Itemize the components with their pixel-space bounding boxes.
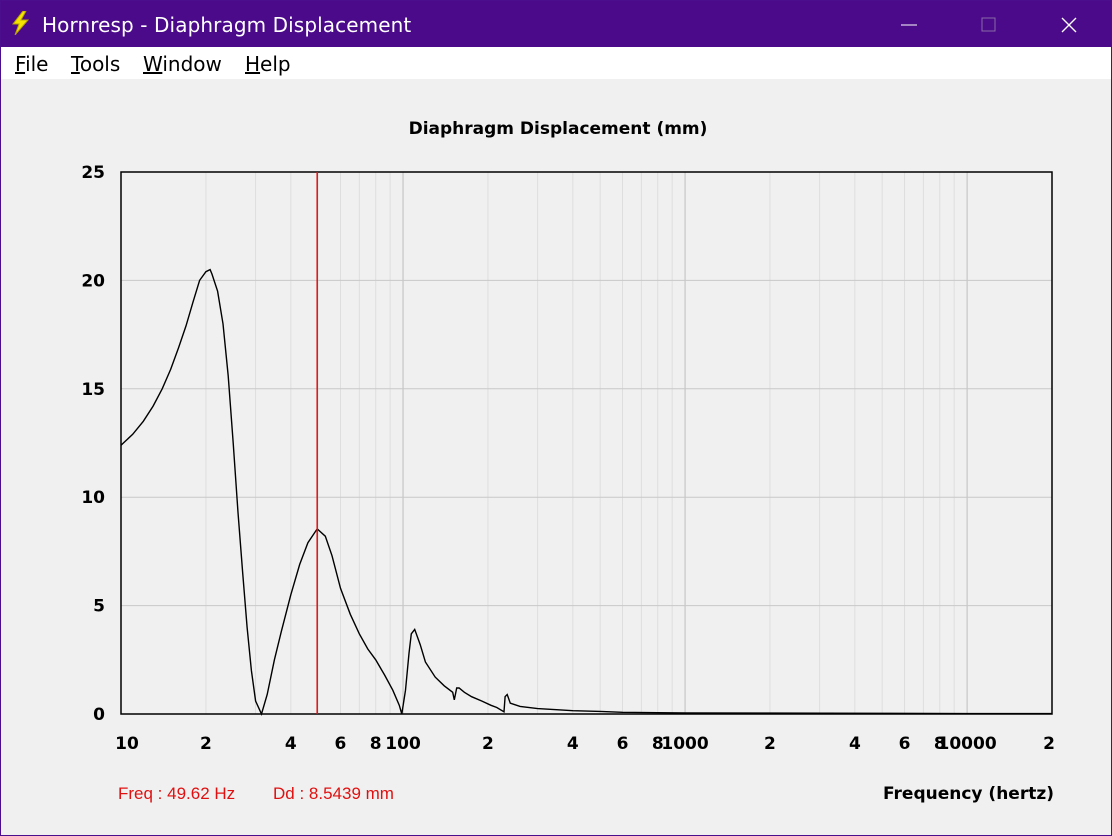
menu-window[interactable]: Window [143, 52, 222, 76]
menu-window-label: indow [162, 52, 222, 76]
x-tick-label: 2 [482, 734, 494, 754]
x-tick-label: 2 [200, 734, 212, 754]
plot-frame [120, 171, 1053, 715]
x-tick-label: 6 [617, 734, 629, 754]
y-tick-label: 20 [81, 271, 105, 291]
menu-window-mnemonic: W [143, 52, 163, 76]
menu-file-label: ile [25, 52, 49, 76]
window-title: Hornresp - Diaphragm Displacement [42, 13, 412, 37]
x-tick-label: 8 [370, 734, 382, 754]
y-tick-label: 10 [81, 488, 105, 508]
freq-readout: Freq : 49.62 Hz [118, 784, 235, 803]
minimize-icon [901, 24, 917, 26]
x-tick-label: 100 [385, 734, 421, 754]
x-axis-label: Frequency (hertz) [883, 784, 1054, 804]
y-tick-label: 25 [81, 163, 105, 183]
menu-file[interactable]: File [15, 52, 48, 76]
x-tick-label: 8 [652, 734, 664, 754]
x-tick-label: 2 [1043, 734, 1055, 754]
x-tick-label: 10000 [938, 734, 997, 754]
close-icon [1061, 17, 1077, 33]
dd-readout: Dd : 8.5439 mm [273, 784, 394, 803]
menu-tools[interactable]: Tools [71, 52, 120, 76]
x-tick-label: 1000 [661, 734, 708, 754]
lightning-bolt-icon [11, 11, 30, 35]
menu-tools-mnemonic: T [71, 52, 80, 76]
displacement-trace [120, 268, 1052, 717]
x-tick-label: 8 [934, 734, 946, 754]
x-tick-label: 4 [567, 734, 579, 754]
y-tick-label: 5 [93, 597, 105, 617]
chart-title: Diaphragm Displacement (mm) [409, 119, 708, 139]
menu-bar: File Tools Window Help [1, 47, 1111, 79]
menu-help-label: elp [260, 52, 291, 76]
grid-lines [121, 172, 1052, 714]
close-button[interactable] [1037, 1, 1101, 47]
displacement-chart[interactable]: Diaphragm Displacement (mm) 0 5 10 15 20 25 1… [1, 79, 1111, 835]
x-tick-label: 6 [899, 734, 911, 754]
menu-file-mnemonic: F [15, 52, 26, 76]
maximize-icon [981, 17, 996, 32]
x-tick-label: 2 [764, 734, 776, 754]
y-tick-label: 0 [93, 705, 105, 725]
menu-help[interactable]: Help [245, 52, 291, 76]
x-tick-label: 4 [285, 734, 297, 754]
menu-help-mnemonic: H [245, 52, 261, 76]
title-bar[interactable]: Hornresp - Diaphragm Displacement [1, 1, 1111, 47]
x-tick-label: 6 [335, 734, 347, 754]
x-tick-label: 4 [849, 734, 861, 754]
x-tick-label: 10 [115, 734, 139, 754]
y-tick-labels: 0 5 10 15 20 25 [81, 163, 105, 725]
y-tick-label: 15 [81, 380, 105, 400]
minimize-button[interactable] [877, 1, 941, 47]
maximize-button[interactable] [957, 1, 1021, 47]
menu-tools-label: ools [79, 52, 121, 76]
